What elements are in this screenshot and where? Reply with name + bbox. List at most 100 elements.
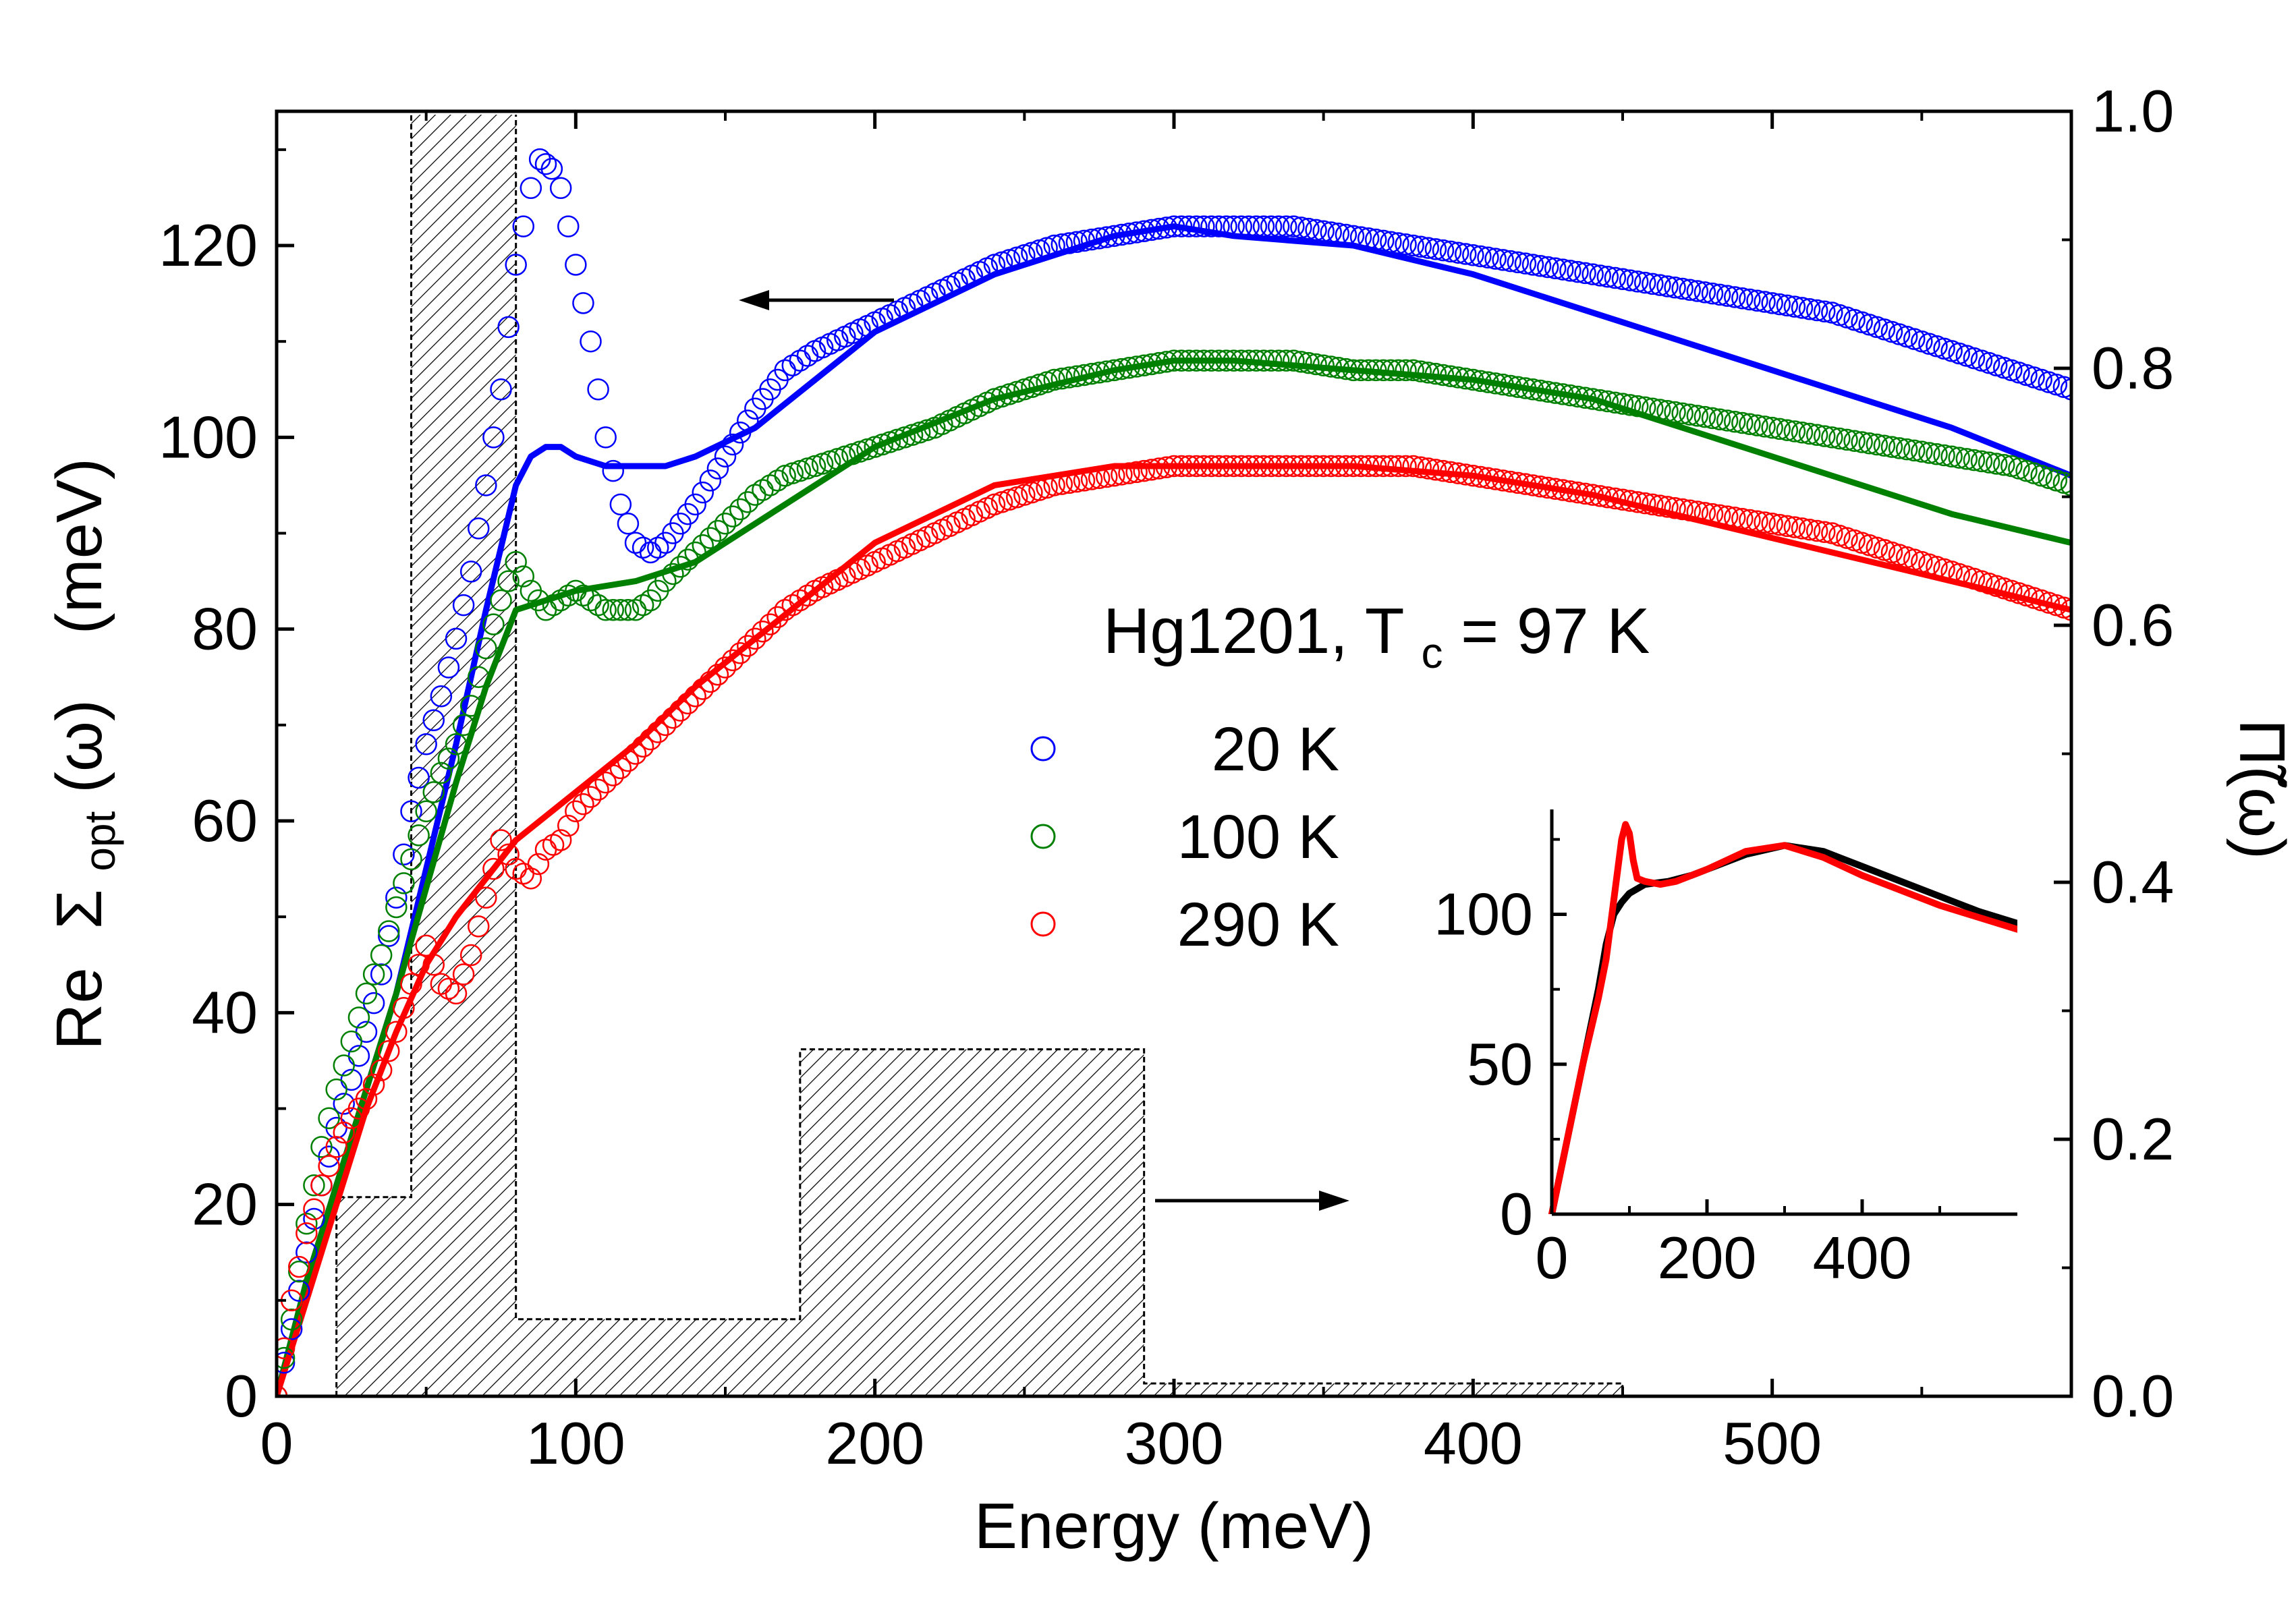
- chart-title: Hg1201, T c = 97 K: [1103, 595, 1650, 682]
- y-axis-right-label: Π̃(ω): [2226, 719, 2296, 859]
- data-point: [468, 915, 490, 938]
- data-point: [1380, 455, 1402, 478]
- data-point: [587, 378, 609, 401]
- data-point: [437, 747, 460, 770]
- legend-label: 290 K: [1177, 890, 1339, 959]
- data-point: [1484, 372, 1507, 395]
- data-point: [1283, 455, 1305, 478]
- data-point: [699, 527, 722, 549]
- data-point: [408, 766, 430, 789]
- data-point: [1058, 471, 1081, 494]
- data-point: [1574, 482, 1596, 505]
- data-point: [1462, 244, 1484, 266]
- data-point: [1671, 498, 1693, 521]
- data-point: [1305, 353, 1327, 376]
- x-tick-label: 0: [260, 1410, 293, 1477]
- data-point: [1252, 455, 1275, 478]
- data-point: [1783, 295, 1806, 318]
- data-point: [1484, 248, 1507, 270]
- data-point: [1469, 370, 1492, 393]
- data-point: [1507, 251, 1530, 274]
- data-point: [1985, 453, 2008, 475]
- data-point: [497, 843, 520, 866]
- data-point: [565, 254, 587, 276]
- data-point: [452, 714, 475, 737]
- data-point: [333, 1121, 355, 1144]
- data-point: [1051, 473, 1073, 495]
- data-point: [549, 829, 572, 851]
- data-point: [1716, 505, 1739, 527]
- data-point: [1058, 366, 1081, 389]
- data-point: [632, 536, 654, 559]
- data-point: [594, 599, 617, 621]
- data-point: [587, 594, 609, 617]
- data-point: [647, 721, 669, 743]
- data-point: [1656, 400, 1679, 422]
- data-point: [1581, 484, 1604, 506]
- data-point: [1634, 492, 1656, 515]
- data-point: [1754, 511, 1776, 534]
- data-point: [647, 536, 669, 559]
- data-point: [1267, 455, 1290, 478]
- data-point: [1783, 516, 1806, 538]
- data-point: [602, 599, 624, 621]
- inset-x-tick-label: 400: [1813, 1224, 1912, 1291]
- data-point: [639, 541, 662, 564]
- data-point: [1439, 240, 1462, 263]
- data-point: [490, 589, 512, 612]
- data-point: [1349, 359, 1372, 382]
- data-point: [1619, 490, 1642, 512]
- data-point: [1320, 355, 1342, 378]
- data-point: [1283, 215, 1305, 237]
- data-point: [1080, 228, 1103, 251]
- data-point: [1521, 254, 1544, 276]
- data-point: [1521, 474, 1544, 496]
- data-point: [1327, 455, 1350, 478]
- data-point: [1290, 217, 1312, 239]
- data-point: [1866, 433, 1888, 456]
- data-markers: [277, 148, 2071, 1396]
- data-point: [1544, 257, 1567, 280]
- data-point: [624, 532, 647, 554]
- fit-line-1: [277, 357, 2071, 1396]
- data-point: [1455, 368, 1477, 390]
- data-point: [1260, 455, 1283, 478]
- data-point: [766, 469, 789, 492]
- legend-marker: [1030, 824, 1056, 849]
- data-point: [1559, 384, 1581, 407]
- data-point: [1895, 438, 1918, 461]
- data-point: [1357, 227, 1380, 250]
- data-point: [1424, 362, 1447, 385]
- data-point: [534, 152, 557, 175]
- data-point: [378, 925, 400, 947]
- data-point: [1926, 442, 1948, 465]
- data-point: [1267, 349, 1290, 372]
- data-point: [408, 954, 430, 976]
- data-point: [468, 517, 490, 540]
- right-axis-arrow: [1155, 1191, 1349, 1211]
- data-point: [385, 896, 408, 919]
- y-left-tick-label: 0: [225, 1363, 258, 1429]
- data-point: [1432, 459, 1455, 482]
- data-point: [1940, 445, 1963, 468]
- data-point: [587, 778, 609, 801]
- data-point: [639, 728, 662, 751]
- data-point: [1708, 283, 1731, 306]
- data-point: [2060, 378, 2071, 401]
- data-point: [1140, 219, 1163, 241]
- data-point: [1716, 409, 1739, 432]
- data-point: [1088, 362, 1111, 384]
- data-point: [1626, 395, 1649, 418]
- data-point: [557, 584, 580, 607]
- data-point: [1642, 397, 1664, 420]
- data-point: [1731, 411, 1754, 434]
- y-left-tick-label: 60: [192, 787, 258, 854]
- data-point: [1133, 220, 1155, 242]
- data-point: [1664, 276, 1686, 299]
- x-axis: 0 100 200 300 400 500: [260, 111, 1924, 1477]
- data-point: [602, 764, 624, 786]
- y-left-tick-label: 40: [192, 979, 258, 1046]
- data-point: [1065, 231, 1088, 253]
- y-right-tick-label: 0.0: [2092, 1363, 2174, 1429]
- fit-line-0: [277, 223, 2071, 1396]
